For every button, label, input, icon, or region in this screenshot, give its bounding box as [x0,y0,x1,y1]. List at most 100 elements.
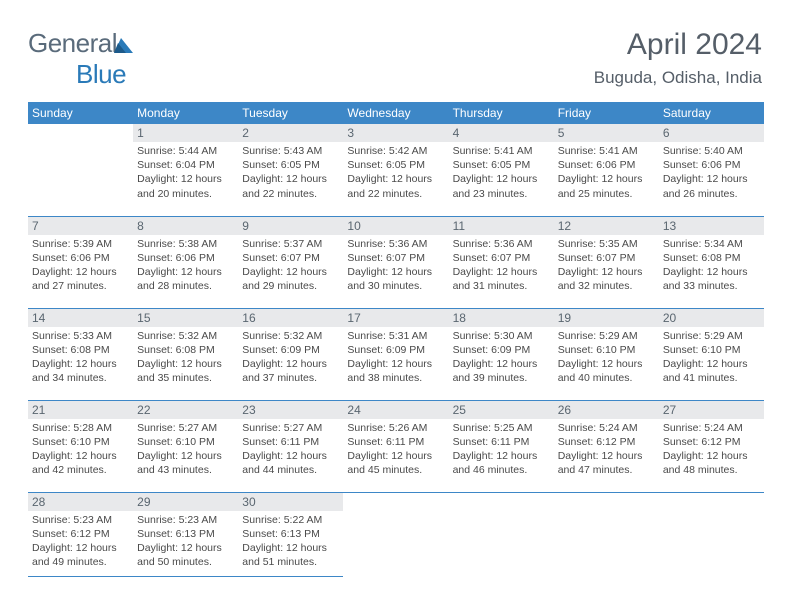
day-data: Sunrise: 5:41 AMSunset: 6:05 PMDaylight:… [449,142,554,205]
day-data: Sunrise: 5:24 AMSunset: 6:12 PMDaylight:… [554,419,659,482]
weekday-header: Sunday [28,102,133,124]
day-data: Sunrise: 5:23 AMSunset: 6:13 PMDaylight:… [133,511,238,574]
calendar-day [449,492,554,576]
day-data: Sunrise: 5:40 AMSunset: 6:06 PMDaylight:… [659,142,764,205]
calendar-table: SundayMondayTuesdayWednesdayThursdayFrid… [28,102,764,577]
calendar-day: 18Sunrise: 5:30 AMSunset: 6:09 PMDayligh… [449,308,554,400]
calendar-day: 20Sunrise: 5:29 AMSunset: 6:10 PMDayligh… [659,308,764,400]
day-number: 22 [133,401,238,419]
day-number: 13 [659,217,764,235]
day-data: Sunrise: 5:28 AMSunset: 6:10 PMDaylight:… [28,419,133,482]
calendar-day: 1Sunrise: 5:44 AMSunset: 6:04 PMDaylight… [133,124,238,216]
logalblue-mark-icon [113,36,135,54]
day-number: 12 [554,217,659,235]
page-title: April 2024 [627,28,762,62]
calendar-day: 5Sunrise: 5:41 AMSunset: 6:06 PMDaylight… [554,124,659,216]
calendar-day: 11Sunrise: 5:36 AMSunset: 6:07 PMDayligh… [449,216,554,308]
calendar-day: 15Sunrise: 5:32 AMSunset: 6:08 PMDayligh… [133,308,238,400]
day-number: 7 [28,217,133,235]
calendar-header: SundayMondayTuesdayWednesdayThursdayFrid… [28,102,764,124]
calendar-day [28,124,133,216]
calendar-day: 25Sunrise: 5:25 AMSunset: 6:11 PMDayligh… [449,400,554,492]
calendar-day: 24Sunrise: 5:26 AMSunset: 6:11 PMDayligh… [343,400,448,492]
day-data: Sunrise: 5:43 AMSunset: 6:05 PMDaylight:… [238,142,343,205]
day-number: 23 [238,401,343,419]
day-number: 4 [449,124,554,142]
calendar-day: 6Sunrise: 5:40 AMSunset: 6:06 PMDaylight… [659,124,764,216]
calendar-day: 14Sunrise: 5:33 AMSunset: 6:08 PMDayligh… [28,308,133,400]
calendar-day: 22Sunrise: 5:27 AMSunset: 6:10 PMDayligh… [133,400,238,492]
day-data: Sunrise: 5:44 AMSunset: 6:04 PMDaylight:… [133,142,238,205]
day-data: Sunrise: 5:36 AMSunset: 6:07 PMDaylight:… [343,235,448,298]
day-data: Sunrise: 5:38 AMSunset: 6:06 PMDaylight:… [133,235,238,298]
day-number: 5 [554,124,659,142]
calendar-day: 27Sunrise: 5:24 AMSunset: 6:12 PMDayligh… [659,400,764,492]
day-number: 21 [28,401,133,419]
day-number: 30 [238,493,343,511]
calendar-day: 12Sunrise: 5:35 AMSunset: 6:07 PMDayligh… [554,216,659,308]
day-number: 17 [343,309,448,327]
logo-text-1: General [28,28,117,58]
day-data: Sunrise: 5:32 AMSunset: 6:09 PMDaylight:… [238,327,343,390]
page-subtitle: Buguda, Odisha, India [594,68,762,88]
day-data: Sunrise: 5:30 AMSunset: 6:09 PMDaylight:… [449,327,554,390]
calendar-day: 10Sunrise: 5:36 AMSunset: 6:07 PMDayligh… [343,216,448,308]
calendar-week: 28Sunrise: 5:23 AMSunset: 6:12 PMDayligh… [28,492,764,576]
day-data: Sunrise: 5:25 AMSunset: 6:11 PMDaylight:… [449,419,554,482]
calendar-day: 29Sunrise: 5:23 AMSunset: 6:13 PMDayligh… [133,492,238,576]
day-data: Sunrise: 5:34 AMSunset: 6:08 PMDaylight:… [659,235,764,298]
weekday-header: Thursday [449,102,554,124]
day-number: 6 [659,124,764,142]
day-number: 14 [28,309,133,327]
calendar-day: 19Sunrise: 5:29 AMSunset: 6:10 PMDayligh… [554,308,659,400]
day-data: Sunrise: 5:22 AMSunset: 6:13 PMDaylight:… [238,511,343,574]
day-number: 24 [343,401,448,419]
calendar-day: 7Sunrise: 5:39 AMSunset: 6:06 PMDaylight… [28,216,133,308]
calendar-day: 9Sunrise: 5:37 AMSunset: 6:07 PMDaylight… [238,216,343,308]
day-data: Sunrise: 5:35 AMSunset: 6:07 PMDaylight:… [554,235,659,298]
day-number: 27 [659,401,764,419]
day-number: 26 [554,401,659,419]
day-number: 11 [449,217,554,235]
day-data: Sunrise: 5:29 AMSunset: 6:10 PMDaylight:… [659,327,764,390]
day-data: Sunrise: 5:27 AMSunset: 6:11 PMDaylight:… [238,419,343,482]
day-data: Sunrise: 5:37 AMSunset: 6:07 PMDaylight:… [238,235,343,298]
day-data: Sunrise: 5:32 AMSunset: 6:08 PMDaylight:… [133,327,238,390]
day-number: 16 [238,309,343,327]
day-number: 28 [28,493,133,511]
calendar-day: 3Sunrise: 5:42 AMSunset: 6:05 PMDaylight… [343,124,448,216]
logo: General Blue [28,28,135,90]
day-data: Sunrise: 5:41 AMSunset: 6:06 PMDaylight:… [554,142,659,205]
day-number: 29 [133,493,238,511]
calendar-day: 21Sunrise: 5:28 AMSunset: 6:10 PMDayligh… [28,400,133,492]
day-number: 20 [659,309,764,327]
weekday-header: Friday [554,102,659,124]
weekday-header: Monday [133,102,238,124]
calendar-week: 7Sunrise: 5:39 AMSunset: 6:06 PMDaylight… [28,216,764,308]
day-number: 3 [343,124,448,142]
calendar-day: 23Sunrise: 5:27 AMSunset: 6:11 PMDayligh… [238,400,343,492]
calendar-day: 8Sunrise: 5:38 AMSunset: 6:06 PMDaylight… [133,216,238,308]
day-number: 8 [133,217,238,235]
calendar-day: 17Sunrise: 5:31 AMSunset: 6:09 PMDayligh… [343,308,448,400]
logo-text-2: Blue [76,59,126,89]
calendar-day: 13Sunrise: 5:34 AMSunset: 6:08 PMDayligh… [659,216,764,308]
day-data: Sunrise: 5:36 AMSunset: 6:07 PMDaylight:… [449,235,554,298]
calendar-body: 1Sunrise: 5:44 AMSunset: 6:04 PMDaylight… [28,124,764,576]
calendar-day: 4Sunrise: 5:41 AMSunset: 6:05 PMDaylight… [449,124,554,216]
calendar-day: 2Sunrise: 5:43 AMSunset: 6:05 PMDaylight… [238,124,343,216]
calendar-day: 16Sunrise: 5:32 AMSunset: 6:09 PMDayligh… [238,308,343,400]
day-data: Sunrise: 5:33 AMSunset: 6:08 PMDaylight:… [28,327,133,390]
calendar-day: 30Sunrise: 5:22 AMSunset: 6:13 PMDayligh… [238,492,343,576]
day-data: Sunrise: 5:31 AMSunset: 6:09 PMDaylight:… [343,327,448,390]
calendar-week: 21Sunrise: 5:28 AMSunset: 6:10 PMDayligh… [28,400,764,492]
calendar-day [343,492,448,576]
day-number: 15 [133,309,238,327]
day-number: 2 [238,124,343,142]
day-data: Sunrise: 5:29 AMSunset: 6:10 PMDaylight:… [554,327,659,390]
day-data: Sunrise: 5:23 AMSunset: 6:12 PMDaylight:… [28,511,133,574]
calendar-day: 26Sunrise: 5:24 AMSunset: 6:12 PMDayligh… [554,400,659,492]
day-number: 25 [449,401,554,419]
day-data: Sunrise: 5:39 AMSunset: 6:06 PMDaylight:… [28,235,133,298]
weekday-header: Tuesday [238,102,343,124]
